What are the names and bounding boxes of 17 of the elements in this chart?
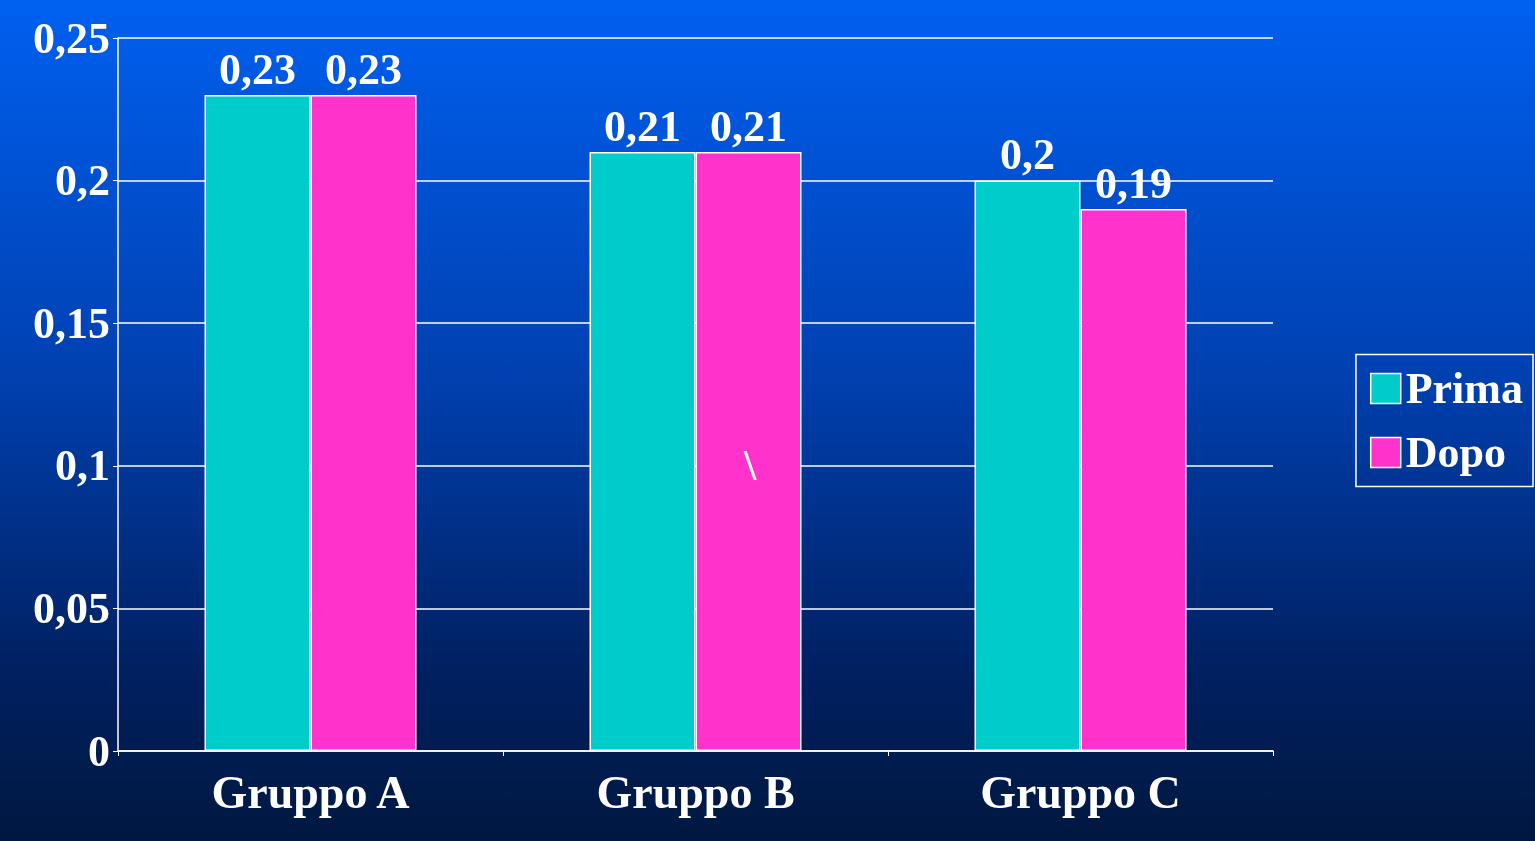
- y-tick-label: 0: [88, 726, 110, 776]
- data-label: 0,2: [1000, 130, 1055, 180]
- y-tick-label: 0,25: [33, 13, 110, 63]
- x-tick-label: Gruppo C: [980, 766, 1181, 818]
- y-tick-label: 0,15: [33, 298, 110, 348]
- x-tick-label: Gruppo B: [596, 766, 795, 818]
- data-label: 0,21: [710, 101, 787, 151]
- data-label: 0,23: [325, 44, 402, 94]
- y-tick-label: 0,2: [55, 156, 110, 206]
- legend-label: Dopo: [1405, 428, 1506, 477]
- annotation: \: [742, 440, 757, 490]
- data-label: 0,21: [604, 101, 681, 151]
- x-tick-label: Gruppo A: [211, 766, 410, 818]
- data-label: 0,23: [219, 44, 296, 94]
- y-tick-label: 0,1: [55, 441, 110, 491]
- y-tick-label: 0,05: [33, 583, 110, 633]
- legend-label: Prima: [1405, 364, 1524, 413]
